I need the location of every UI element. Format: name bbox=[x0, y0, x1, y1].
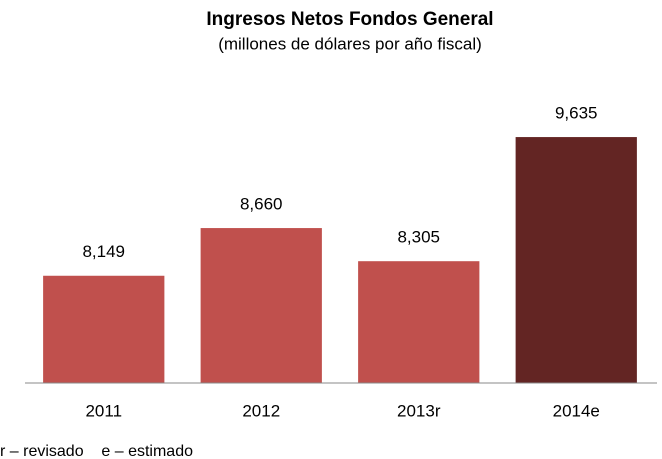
chart-subtitle: (millones de dólares por año fiscal) bbox=[218, 34, 482, 53]
x-tick-label: 2012 bbox=[242, 401, 280, 420]
x-tick-label: 2011 bbox=[85, 401, 122, 420]
chart-title: Ingresos Netos Fondos General bbox=[206, 9, 493, 30]
data-label: 8,149 bbox=[82, 242, 125, 261]
data-label: 8,660 bbox=[240, 195, 283, 214]
bar bbox=[515, 137, 637, 383]
data-label: 8,305 bbox=[397, 228, 440, 247]
bar bbox=[200, 228, 322, 383]
data-label: 9,635 bbox=[555, 104, 598, 123]
bar bbox=[43, 275, 165, 383]
footnote: r – revisado e – estimado bbox=[0, 443, 193, 459]
x-tick-label: 2013r bbox=[397, 401, 441, 420]
x-tick-label: 2014e bbox=[553, 401, 600, 420]
bar bbox=[358, 261, 480, 383]
